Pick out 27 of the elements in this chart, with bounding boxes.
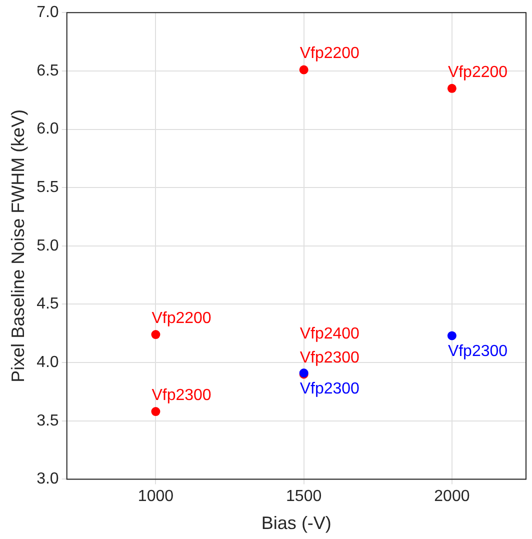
point [447, 331, 456, 340]
x-axis-title: Bias (-V) [261, 513, 332, 534]
x-tick-label: 1000 [138, 488, 174, 506]
y-tick-label: 7.0 [36, 4, 59, 22]
annotation: Vfp2200 [300, 45, 360, 62]
annotation: Vfp2400 [300, 326, 360, 343]
annotation: Vfp2200 [448, 64, 508, 81]
annotation: Vfp2300 [448, 343, 508, 360]
point [447, 84, 456, 93]
annotation: Vfp2300 [152, 386, 212, 404]
y-tick-label: 4.5 [36, 296, 59, 313]
x-tick-label: 1500 [286, 488, 322, 506]
annotation: Vfp2200 [152, 310, 212, 327]
x-tick-label: 2000 [434, 488, 470, 506]
y-tick-label: 6.5 [36, 62, 59, 80]
point [151, 330, 160, 340]
y-tick-label: 4.0 [36, 354, 59, 371]
y-tick-label: 5.0 [36, 237, 59, 254]
y-axis-title: Pixel Baseline Noise FWHM (keV) [8, 109, 28, 382]
y-tick-label: 5.5 [36, 178, 59, 196]
annotation: Vfp2300 [300, 380, 360, 398]
y-tick-label: 6.0 [36, 120, 59, 138]
y-tick-label: 3.0 [36, 470, 59, 488]
y-tick-label: 3.5 [36, 412, 59, 430]
point [151, 407, 160, 416]
annotation: Vfp2300 [300, 350, 360, 367]
point [299, 65, 308, 74]
